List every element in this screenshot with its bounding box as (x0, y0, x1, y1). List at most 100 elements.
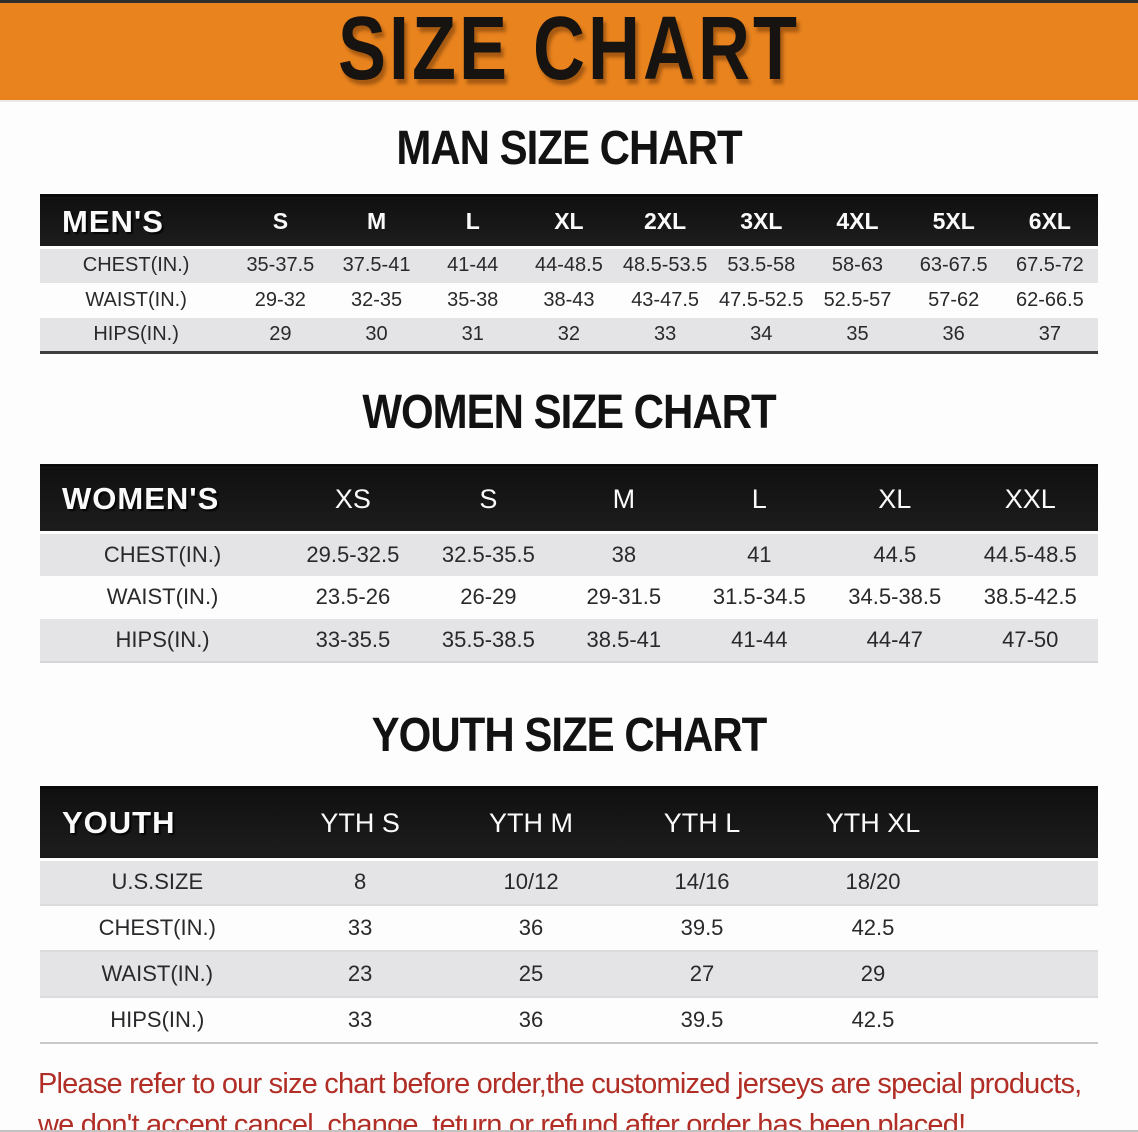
size-value: 39.5 (680, 1007, 724, 1032)
row-spacer-cell (958, 859, 1098, 905)
size-column-header: YTH M (445, 785, 617, 861)
row-label: HIPS(IN.) (115, 626, 210, 652)
size-value: 34.5-38.5 (848, 584, 942, 609)
women-header-row: WOMEN'S XS S M L XL XXL (40, 464, 1098, 534)
size-value: 33 (347, 915, 373, 940)
men-table-header: MEN'S S M L XL 2XL 3XL 4XL 5XL 6XL (40, 194, 1098, 249)
size-chart-content: MAN SIZE CHART MEN'S S M L XL 2XL 3XL 4XL 5XL 6X… (0, 120, 1138, 1044)
women-table-body: CHEST(IN.) 29.5-32.5 32.5-35.5 38 41 44.5 44.5… (40, 532, 1098, 662)
size-value: 38 (611, 541, 637, 567)
size-chart-banner: SIZE CHART (0, 3, 1138, 100)
size-value: 14/16 (674, 869, 730, 895)
size-value: 58-63 (831, 254, 884, 277)
size-value: 32-35 (350, 288, 403, 311)
size-value: 39.5 (680, 915, 724, 940)
size-value: 36 (518, 1007, 544, 1032)
size-column-header: S (232, 194, 329, 249)
size-column-header: 4XL (809, 194, 906, 249)
size-value: 36 (518, 915, 544, 940)
size-value: 34 (750, 322, 773, 345)
header-spacer-cell (958, 785, 1098, 861)
measurement-row: HIPS(IN.) 29 30 31 32 33 34 35 36 37 (40, 317, 1098, 353)
section-youth: YOUTH SIZE CHART YOUTH YTH S YTH M YTH L YT… (0, 707, 1138, 1044)
size-value: 23 (347, 961, 373, 986)
size-column-header: XL (520, 194, 618, 249)
size-value: 33-35.5 (315, 626, 391, 652)
row-label: WAIST(IN.) (106, 584, 219, 609)
size-value: 48.5-53.5 (622, 254, 708, 277)
size-value: 42.5 (851, 915, 895, 940)
size-value: 38-43 (543, 288, 595, 311)
size-value: 29.5-32.5 (306, 541, 400, 567)
size-value: 37 (1038, 322, 1061, 345)
size-value: 31 (461, 322, 484, 345)
youth-size-table: YOUTH YTH S YTH M YTH L YTH XL U.S.SIZE 8 10/… (40, 785, 1098, 1044)
size-value: 29-31.5 (586, 584, 662, 609)
size-value: 52.5-57 (823, 288, 892, 311)
row-label: WAIST(IN.) (101, 961, 214, 986)
measurement-row: WAIST(IN.) 23.5-26 26-29 29-31.5 31.5-34.5 34… (40, 575, 1098, 619)
row-spacer-cell (958, 905, 1098, 951)
size-column-header: XL (827, 464, 963, 534)
size-value: 25 (518, 961, 544, 986)
row-label: CHEST(IN.) (98, 915, 216, 940)
size-value: 41-44 (447, 254, 499, 277)
measurement-row: U.S.SIZE 8 10/12 14/16 18/20 (40, 859, 1098, 905)
size-column-header: XXL (962, 464, 1098, 534)
size-value: 31.5-34.5 (712, 584, 806, 609)
youth-header-row: YOUTH YTH S YTH M YTH L YTH XL (40, 785, 1098, 861)
size-value: 18/20 (845, 869, 901, 895)
size-column-header: L (691, 464, 828, 534)
men-table-corner-label: MEN'S (40, 194, 233, 249)
row-label: U.S.SIZE (111, 869, 204, 895)
size-value: 44.5 (873, 541, 917, 567)
size-value: 38.5-41 (586, 626, 662, 652)
size-column-header: 5XL (905, 194, 1002, 249)
size-value: 10/12 (503, 869, 559, 895)
row-label: WAIST(IN.) (85, 288, 187, 311)
men-table-body: CHEST(IN.) 35-37.5 37.5-41 41-44 44-48.5 48.5… (40, 247, 1098, 353)
size-value: 67.5-72 (1015, 254, 1084, 277)
section-men: MAN SIZE CHART MEN'S S M L XL 2XL 3XL 4XL 5XL 6X… (0, 120, 1138, 354)
row-label: HIPS(IN.) (93, 322, 179, 345)
size-column-header: 6XL (1001, 194, 1098, 249)
size-value: 41 (747, 541, 772, 567)
row-spacer-cell (958, 951, 1098, 997)
size-column-header: 2XL (617, 194, 714, 249)
women-table-corner-label: WOMEN'S (40, 464, 286, 534)
section-women: WOMEN SIZE CHART WOMEN'S XS S M L XL XXL CHES… (0, 384, 1138, 663)
size-column-header: M (328, 194, 425, 249)
youth-table-body: U.S.SIZE 8 10/12 14/16 18/20 CHEST(IN.) 33 36 39… (40, 859, 1098, 1043)
size-value: 29 (860, 961, 886, 986)
size-value: 44-48.5 (535, 254, 603, 277)
size-value: 32.5-35.5 (441, 541, 535, 567)
size-value: 30 (365, 322, 388, 345)
size-value: 33 (653, 322, 677, 345)
size-value: 33 (347, 1007, 373, 1032)
size-column-header: YTH XL (787, 785, 959, 861)
measurement-row: WAIST(IN.) 29-32 32-35 35-38 38-43 43-47.5 47.… (40, 282, 1098, 318)
youth-table-corner-label: YOUTH (40, 785, 275, 861)
row-label: HIPS(IN.) (110, 1007, 205, 1032)
size-value: 29-32 (254, 288, 306, 311)
size-column-header: S (420, 464, 557, 534)
measurement-row: HIPS(IN.) 33-35.5 35.5-38.5 38.5-41 41-44 44-… (40, 618, 1098, 662)
size-value: 36 (942, 322, 965, 345)
disclaimer-line-2: we don't accept cancel, change, teturn o… (38, 1109, 966, 1132)
size-column-header: 3XL (713, 194, 810, 249)
men-size-chart-heading: MAN SIZE CHART (396, 120, 742, 175)
size-value: 44-47 (866, 626, 923, 652)
measurement-row: WAIST(IN.) 23 25 27 29 (40, 951, 1098, 997)
page-title: SIZE CHART (338, 0, 800, 99)
size-value: 27 (689, 961, 715, 986)
size-value: 29 (269, 322, 292, 345)
size-value: 35.5-38.5 (441, 626, 535, 652)
size-value: 26-29 (460, 584, 517, 609)
size-value: 8 (353, 869, 367, 895)
youth-table-header: YOUTH YTH S YTH M YTH L YTH XL (40, 785, 1098, 861)
size-value: 35 (846, 322, 869, 345)
size-column-header: L (424, 194, 521, 249)
disclaimer-line-1: Please refer to our size chart before or… (38, 1068, 1082, 1100)
size-value: 63-67.5 (919, 254, 988, 277)
